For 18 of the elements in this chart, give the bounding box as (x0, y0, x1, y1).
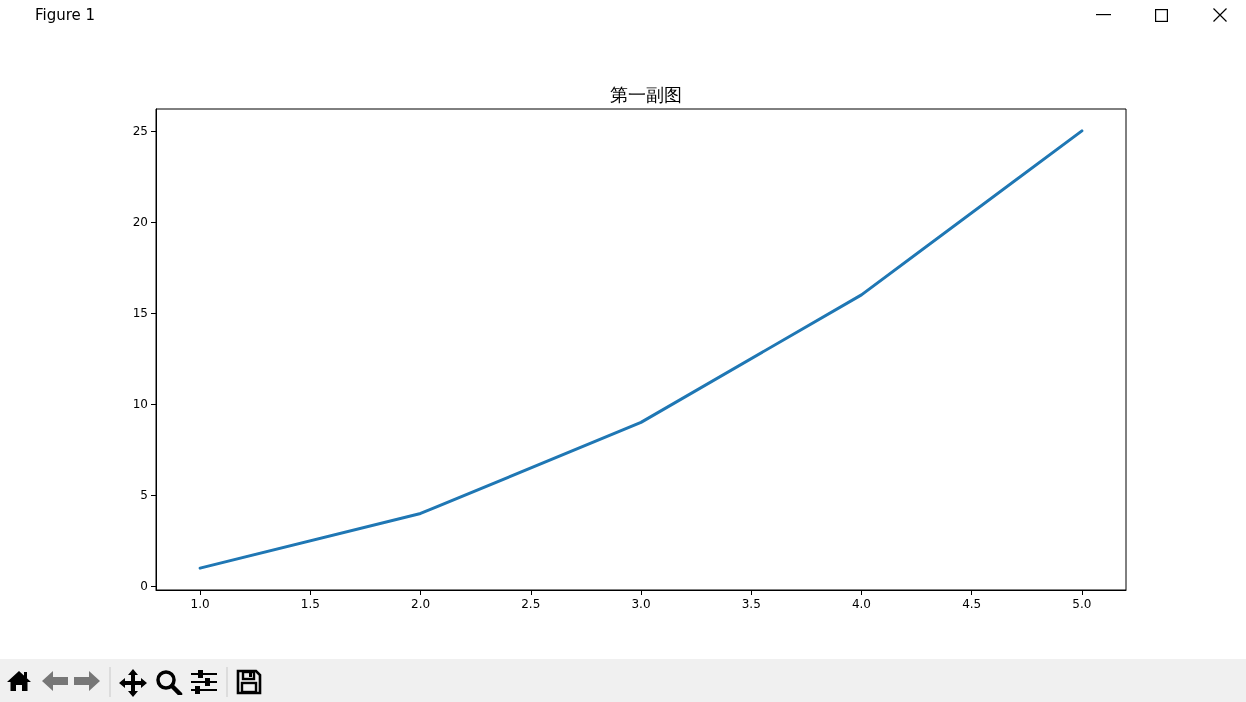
x-tick-label: 1.0 (190, 597, 210, 611)
y-tick-label: 20 (132, 214, 148, 229)
x-tick-label: 1.5 (300, 597, 320, 611)
x-tick-label: 4.5 (962, 597, 982, 611)
y-tick-label: 10 (132, 397, 148, 412)
x-tick-label: 3.0 (631, 597, 651, 611)
x-tick-label: 4.0 (851, 597, 871, 611)
y-tick-label: 5 (140, 488, 148, 503)
x-tick-label: 3.5 (741, 597, 761, 611)
x-tick-label: 2.5 (521, 597, 541, 611)
y-tick-label: 25 (132, 123, 148, 138)
x-tick-label: 5.0 (1072, 597, 1092, 611)
chart-title: 第一副图 (610, 83, 682, 105)
y-tick-label: 0 (140, 579, 148, 594)
y-tick-label: 15 (132, 306, 148, 321)
line-series (198, 129, 1084, 570)
x-tick-label: 2.0 (411, 597, 431, 611)
caption: Figure 1 (35, 6, 96, 24)
